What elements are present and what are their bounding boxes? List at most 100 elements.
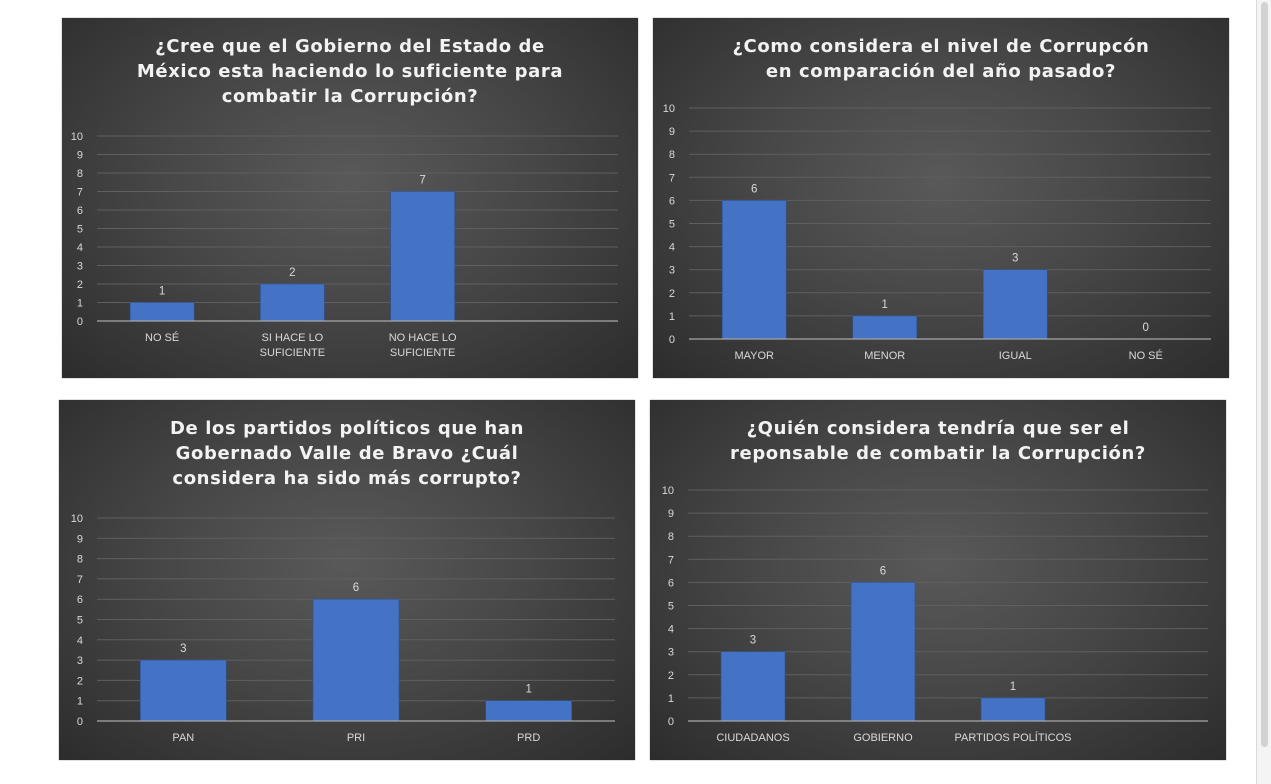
y-tick-label: 6 (77, 594, 83, 606)
y-tick-label: 10 (663, 103, 675, 115)
x-tick-label: SUFICIENTE (390, 347, 455, 359)
bar (260, 283, 325, 322)
data-label: 3 (750, 635, 756, 647)
y-tick-label: 0 (77, 316, 83, 328)
data-label: 0 (1143, 322, 1149, 334)
y-tick-label: 3 (77, 655, 83, 667)
y-tick-label: 8 (77, 168, 83, 180)
data-label: 6 (353, 582, 359, 594)
y-tick-label: 2 (669, 288, 675, 300)
bar (485, 700, 572, 722)
bar (852, 315, 918, 340)
x-tick-label: MAYOR (734, 350, 774, 362)
y-tick-label: 9 (669, 126, 675, 138)
x-tick-label: NO HACE LO (389, 332, 457, 344)
y-tick-label: 7 (77, 574, 83, 586)
chart-panel-2: ¿Como considera el nivel de Corrupcón en… (653, 18, 1229, 378)
x-tick-label: NO SÉ (1129, 349, 1163, 362)
y-tick-label: 0 (77, 716, 83, 728)
data-label: 1 (882, 299, 888, 311)
bar (312, 598, 400, 722)
chart-panel-1: ¿Cree que el Gobierno del Estado de Méxi… (62, 18, 638, 378)
data-label: 2 (289, 267, 295, 279)
y-tick-label: 7 (77, 187, 83, 199)
y-tick-label: 1 (668, 693, 674, 705)
chart-title-line: reponsable de combatir la Corrupción? (730, 443, 1146, 464)
x-tick-label: PRD (517, 732, 540, 744)
y-tick-label: 8 (77, 554, 83, 566)
chart-title-line: De los partidos políticos que han (170, 418, 524, 439)
y-tick-label: 9 (668, 508, 674, 520)
data-label: 1 (1010, 681, 1016, 693)
y-tick-label: 1 (669, 311, 675, 323)
y-tick-label: 5 (669, 219, 675, 231)
y-tick-label: 6 (77, 205, 83, 217)
y-tick-label: 10 (71, 131, 83, 143)
y-tick-label: 3 (669, 265, 675, 277)
y-tick-label: 0 (668, 716, 674, 728)
scrollbar-thumb[interactable] (1261, 2, 1268, 747)
y-tick-label: 4 (669, 242, 675, 254)
chart-title-line: combatir la Corrupción? (221, 86, 479, 107)
y-tick-label: 4 (77, 635, 83, 647)
bar (850, 582, 916, 722)
chart-title-3: De los partidos políticos que han Gobern… (59, 416, 635, 491)
bar (980, 697, 1046, 722)
chart-panel-4: ¿Quién considera tendría que ser el repo… (650, 400, 1226, 760)
y-tick-label: 2 (77, 675, 83, 687)
chart-title-line: en comparación del año pasado? (765, 61, 1117, 82)
bar (720, 651, 786, 722)
x-tick-label: PAN (172, 732, 194, 744)
chart-title-1: ¿Cree que el Gobierno del Estado de Méxi… (62, 34, 638, 109)
y-tick-label: 7 (669, 172, 675, 184)
chart-plot-4: 0 1 2 3 4 5 6 7 8 9 10 3 CIUDADANOS 6 GOBIERNO 1 PARTIDO… (662, 485, 1208, 744)
y-tick-label: 7 (668, 554, 674, 566)
y-tick-label: 3 (77, 261, 83, 273)
chart-title-4: ¿Quién considera tendría que ser el repo… (650, 416, 1226, 466)
y-tick-label: 10 (71, 513, 83, 525)
x-tick-label: CIUDADANOS (716, 732, 789, 744)
x-tick-label: PARTIDOS POLÍTICOS (955, 731, 1072, 744)
x-tick-label: SI HACE LO (262, 332, 324, 344)
chart-plot-2: 0 1 2 3 4 5 6 7 8 9 10 6 MAYOR 1 MENOR 3 IGUAL 0 NO SÉ (663, 103, 1211, 362)
y-tick-label: 3 (668, 647, 674, 659)
y-tick-label: 0 (669, 334, 675, 346)
data-label: 6 (880, 565, 886, 577)
y-tick-label: 8 (669, 149, 675, 161)
y-tick-label: 6 (669, 195, 675, 207)
y-tick-label: 8 (668, 531, 674, 543)
data-label: 1 (159, 286, 165, 298)
chart-plot-1: 0 1 2 3 4 5 6 7 8 9 10 1 NO SÉ 2 SI HACE LO SUFICIENTE 7… (71, 131, 618, 359)
chart-title-2: ¿Como considera el nivel de Corrupcón en… (653, 34, 1229, 84)
y-tick-label: 4 (77, 242, 83, 254)
y-tick-label: 6 (668, 577, 674, 589)
data-label: 6 (751, 183, 757, 195)
bar (140, 659, 227, 722)
y-tick-label: 2 (668, 670, 674, 682)
bar (721, 200, 787, 340)
chart-title-line: México esta haciendo lo suficiente para (136, 61, 564, 82)
chart-title-line: considera ha sido más corrupto? (172, 468, 522, 489)
y-tick-label: 9 (77, 533, 83, 545)
chart-title-line: ¿Quién considera tendría que ser el (746, 418, 1130, 439)
vertical-scrollbar[interactable] (1256, 0, 1271, 784)
chart-plot-3: 0 1 2 3 4 5 6 7 8 9 10 3 PAN 6 PRI 1 PRD (71, 513, 615, 744)
x-tick-label: GOBIERNO (853, 732, 913, 744)
x-tick-label: PRI (347, 732, 365, 744)
chart-panel-3: De los partidos políticos que han Gobern… (59, 400, 635, 760)
y-tick-label: 5 (77, 615, 83, 627)
y-tick-label: 10 (662, 485, 674, 497)
x-tick-label: SUFICIENTE (260, 347, 325, 359)
bar (982, 269, 1048, 340)
data-label: 7 (419, 175, 425, 187)
y-tick-label: 5 (668, 601, 674, 613)
chart-title-line: Gobernado Valle de Bravo ¿Cuál (175, 443, 519, 464)
y-tick-label: 1 (77, 298, 83, 310)
x-tick-label: NO SÉ (145, 331, 179, 344)
data-label: 3 (180, 643, 186, 655)
y-tick-label: 5 (77, 224, 83, 236)
y-tick-label: 2 (77, 279, 83, 291)
y-tick-label: 1 (77, 696, 83, 708)
x-tick-label: MENOR (864, 350, 905, 362)
y-tick-label: 4 (668, 624, 674, 636)
